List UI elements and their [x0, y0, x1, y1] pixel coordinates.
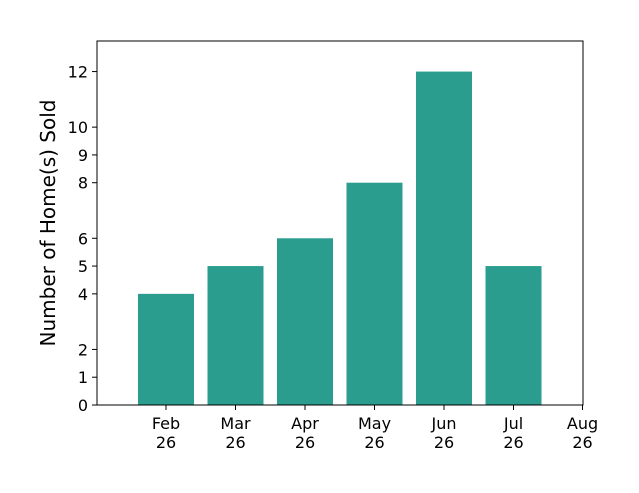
bar-may-26	[346, 182, 403, 405]
x-tick-label: Jun	[431, 414, 457, 433]
x-tick-label: 26	[572, 433, 592, 452]
bar-mar-26	[207, 266, 264, 405]
y-tick-label: 2	[78, 340, 88, 359]
x-tick-label: Feb	[152, 414, 180, 433]
x-tick-label: 26	[225, 433, 245, 452]
bar-feb-26	[138, 293, 194, 405]
plot-frame	[96, 40, 584, 406]
y-tick-label: 8	[78, 174, 88, 193]
bars-group	[138, 71, 542, 406]
bar-apr-26	[277, 238, 333, 405]
x-tick-label: Mar	[220, 414, 251, 433]
y-tick-label: 9	[78, 146, 88, 165]
y-axis-label: Number of Home(s) Sold	[36, 100, 60, 347]
y-tick-label: 0	[78, 396, 88, 415]
x-tick-label: 26	[434, 433, 454, 452]
x-tick-label: Aug	[567, 414, 598, 433]
bar-jul-26	[485, 266, 542, 405]
x-tick-label: May	[358, 414, 391, 433]
x-tick-label: 26	[295, 433, 315, 452]
y-tick-label: 10	[68, 118, 88, 137]
y-tick-label: 5	[78, 257, 88, 276]
y-tick-label: 12	[68, 63, 88, 82]
x-tick-label: Jul	[503, 414, 523, 433]
x-tick-label: 26	[503, 433, 523, 452]
x-tick-label: 26	[156, 433, 176, 452]
y-tick-label: 4	[78, 285, 88, 304]
y-tick-label: 1	[78, 368, 88, 387]
x-tick-label: 26	[364, 433, 384, 452]
y-tick-label: 6	[78, 229, 88, 248]
x-tick-label: Apr	[291, 414, 319, 433]
bar-jun-26	[416, 71, 472, 406]
